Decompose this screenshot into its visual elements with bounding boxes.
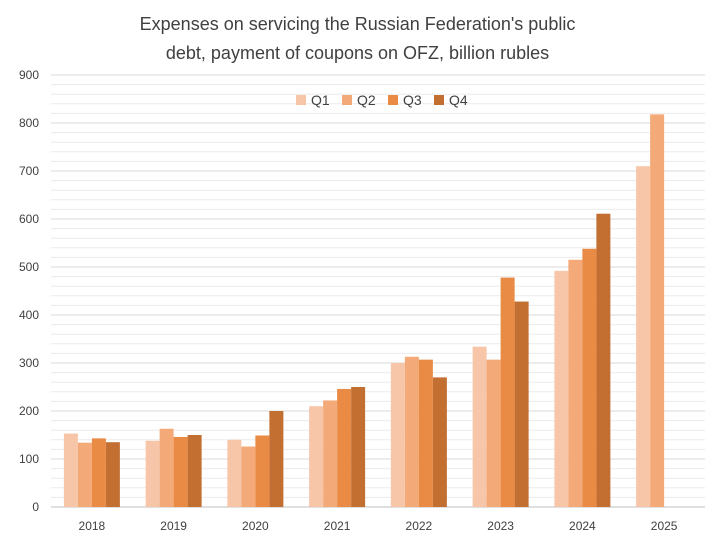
bar-q1-2023: [472, 346, 487, 507]
y-tick-label: 400: [19, 308, 39, 322]
chart-title: Expenses on servicing the Russian Federa…: [0, 10, 715, 68]
x-axis: 2018 2019 2020 2021 2022 2023 2024 2025: [79, 519, 678, 533]
bar-q2-2019: [159, 428, 174, 507]
bar-q4-2020: [269, 411, 284, 507]
x-tick-label: 2024: [569, 519, 596, 533]
bar-q2-2020: [241, 446, 256, 507]
bar-q3-2022: [418, 359, 433, 507]
bar-q3-2020: [255, 435, 270, 507]
bar-q2-2024: [568, 259, 583, 507]
legend-label-q2: Q2: [357, 92, 376, 108]
y-tick-label: 600: [19, 212, 39, 226]
x-tick-label: 2025: [651, 519, 678, 533]
y-tick-label: 200: [19, 404, 39, 418]
bar-q4-2019: [187, 435, 202, 507]
bars: [63, 114, 665, 508]
legend-label-q1: Q1: [311, 92, 330, 108]
chart-title-line-2: debt, payment of coupons on OFZ, billion…: [165, 43, 550, 63]
y-tick-label: 100: [19, 452, 39, 466]
legend-swatch-q4: [434, 95, 444, 105]
legend-swatch-q2: [342, 95, 352, 105]
bar-q4-2022: [432, 377, 447, 507]
bar-q3-2021: [337, 388, 352, 507]
bar-q3-2024: [582, 248, 597, 507]
bar-q1-2020: [227, 439, 242, 507]
x-tick-label: 2019: [160, 519, 187, 533]
x-tick-label: 2021: [324, 519, 351, 533]
x-tick-label: 2020: [242, 519, 269, 533]
x-tick-label: 2022: [406, 519, 433, 533]
bar-q4-2021: [351, 387, 366, 507]
bar-q2-2018: [77, 442, 92, 507]
bar-q2-2023: [486, 359, 501, 507]
y-tick-label: 500: [19, 260, 39, 274]
y-tick-label: 0: [32, 500, 39, 514]
bar-q4-2023: [514, 301, 529, 507]
y-tick-label: 300: [19, 356, 39, 370]
bar-q3-2023: [500, 277, 515, 507]
bar-q4-2024: [596, 213, 611, 507]
legend-label-q3: Q3: [403, 92, 422, 108]
legend-swatch-q1: [296, 95, 306, 105]
legend: Q1 Q2 Q3 Q4: [296, 92, 468, 108]
legend-swatch-q3: [388, 95, 398, 105]
bar-q1-2025: [636, 166, 651, 507]
x-tick-label: 2023: [487, 519, 514, 533]
y-tick-label: 800: [19, 116, 39, 130]
bar-q2-2025: [650, 114, 665, 508]
x-tick-label: 2018: [79, 519, 106, 533]
bar-q1-2021: [309, 406, 324, 507]
y-tick-label: 700: [19, 164, 39, 178]
chart-title-line-1: Expenses on servicing the Russian Federa…: [139, 14, 576, 34]
bar-q2-2021: [323, 400, 338, 507]
legend-label-q4: Q4: [449, 92, 468, 108]
bar-q1-2018: [63, 433, 78, 507]
y-tick-label: 900: [19, 68, 39, 82]
bar-q3-2019: [173, 436, 188, 507]
bar-q1-2022: [390, 363, 405, 507]
bar-q1-2019: [145, 440, 160, 507]
bar-q1-2024: [554, 270, 569, 507]
bar-q2-2022: [404, 356, 419, 507]
bar-q4-2018: [105, 442, 120, 507]
y-axis: 0 100 200 300 400 500 600 700 800 900: [19, 68, 39, 514]
bar-q3-2018: [91, 438, 106, 507]
